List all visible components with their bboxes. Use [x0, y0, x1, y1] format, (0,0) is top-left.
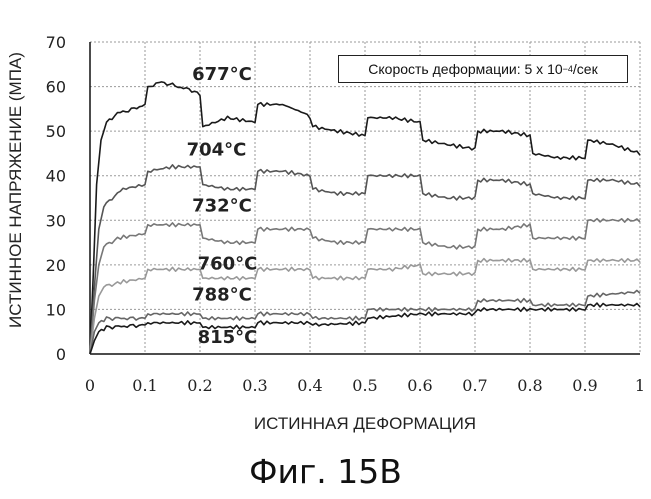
y-tick-label: 60 — [46, 78, 66, 97]
curve-label: 815°C — [198, 327, 258, 348]
x-tick-label: 1 — [635, 376, 645, 395]
chart-tick-labels: 00.10.20.30.40.50.60.70.80.9101020304050… — [46, 33, 645, 395]
x-tick-label: 0.8 — [517, 376, 542, 395]
x-tick-label: 0.3 — [242, 376, 267, 395]
x-tick-label: 0.1 — [132, 376, 157, 395]
curve-label: 760°C — [198, 253, 258, 274]
x-tick-label: 0.5 — [352, 376, 377, 395]
strain-rate-exponent: −4 — [563, 64, 573, 74]
y-tick-label: 40 — [46, 167, 66, 186]
x-tick-label: 0.7 — [462, 376, 487, 395]
x-tick-label: 0.6 — [407, 376, 432, 395]
chart-grid — [90, 42, 640, 354]
y-tick-label: 30 — [46, 211, 66, 230]
curve-label: 788°C — [192, 285, 252, 306]
figure-caption: Фиг. 15В — [0, 452, 651, 491]
y-axis-title: ИСТИННОЕ НАПРЯЖЕНИЕ (МПА) — [6, 52, 26, 328]
y-tick-label: 20 — [46, 256, 66, 275]
strain-rate-annotation: Скорость деформации: 5 x 10−4/сек — [338, 55, 628, 83]
curve-label: 704°C — [187, 140, 247, 161]
x-tick-label: 0 — [85, 376, 95, 395]
y-tick-label: 50 — [46, 122, 66, 141]
curve-label: 732°C — [192, 195, 252, 216]
y-tick-label: 0 — [56, 345, 66, 364]
curve-label: 677°C — [192, 64, 252, 85]
y-tick-label: 70 — [46, 33, 66, 52]
y-tick-label: 10 — [46, 300, 66, 319]
x-tick-label: 0.9 — [572, 376, 597, 395]
chart-curve-labels: 677°C 704°C 732°C 760°C 788°C 815°C — [187, 64, 258, 348]
strain-rate-prefix: Скорость деформации: 5 x 10 — [368, 61, 562, 77]
strain-rate-suffix: /сек — [573, 61, 598, 77]
x-tick-label: 0.2 — [187, 376, 212, 395]
x-tick-label: 0.4 — [297, 376, 322, 395]
x-axis-title: ИСТИННАЯ ДЕФОРМАЦИЯ — [90, 414, 640, 434]
